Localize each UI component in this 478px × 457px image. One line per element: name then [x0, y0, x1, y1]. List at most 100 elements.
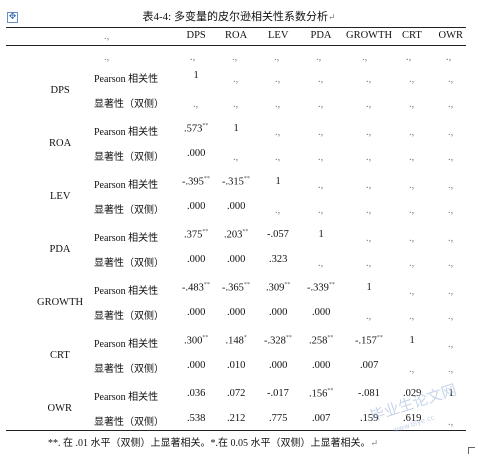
- significance-value: .000: [269, 360, 288, 371]
- empty-cell-mark: .,: [448, 233, 454, 244]
- significance-value: .775: [269, 413, 288, 424]
- header-corner-mark: .,: [104, 31, 110, 42]
- empty-cell-mark: .,: [446, 52, 452, 63]
- significance-stars: **: [203, 282, 210, 288]
- stat-label-sig: 显著性（双侧）: [94, 364, 164, 375]
- stat-label-pearson: Pearson 相关性: [94, 233, 159, 244]
- correlation-value: -.365**: [222, 282, 250, 294]
- correlation-value: .072: [227, 388, 246, 399]
- variable-name-pda: PDA: [49, 244, 71, 255]
- significance-value: .000: [269, 307, 288, 318]
- empty-cell-mark: .,: [318, 127, 324, 138]
- empty-cell-mark: .,: [448, 311, 454, 322]
- significance-stars: **: [203, 176, 210, 182]
- empty-cell-mark: .,: [232, 52, 238, 63]
- significance-stars: **: [202, 123, 209, 129]
- stat-label-sig: 显著性（双侧）: [94, 417, 164, 428]
- empty-cell-mark: .,: [406, 52, 412, 63]
- significance-value: .323: [269, 254, 288, 265]
- empty-cell-mark: .,: [448, 417, 454, 428]
- correlation-value: 1: [448, 388, 454, 399]
- empty-cell-mark: .,: [190, 52, 196, 63]
- significance-stars: **: [327, 335, 334, 341]
- significance-stars: **: [284, 282, 291, 288]
- significance-value: .000: [187, 148, 206, 159]
- empty-cell-mark: .,: [409, 152, 415, 163]
- empty-cell-mark: .,: [275, 99, 281, 110]
- correlation-value: -.328**: [264, 335, 292, 347]
- correlation-value: .258**: [309, 335, 334, 347]
- paragraph-mark-icon: ↵: [370, 438, 379, 448]
- empty-cell-mark: .,: [366, 99, 372, 110]
- significance-value: .007: [360, 360, 379, 371]
- empty-cell-mark: .,: [409, 311, 415, 322]
- empty-cell-mark: .,: [448, 339, 454, 350]
- variable-name-growth: GROWTH: [37, 297, 84, 308]
- correlation-value: -.483**: [182, 282, 210, 294]
- significance-value: .000: [227, 307, 246, 318]
- significance-stars: **: [328, 282, 335, 288]
- significance-stars: **: [285, 335, 292, 341]
- stat-label-sig: 显著性（双侧）: [94, 205, 164, 216]
- significance-value: .538: [187, 413, 206, 424]
- header-rule: [6, 45, 466, 46]
- correlation-value: 1: [193, 70, 199, 81]
- significance-stars: **: [202, 229, 209, 235]
- empty-cell-mark: .,: [448, 152, 454, 163]
- significance-value: .159: [360, 413, 379, 424]
- stat-label-pearson: Pearson 相关性: [94, 339, 159, 350]
- empty-cell-mark: .,: [366, 74, 372, 85]
- empty-cell-mark: .,: [318, 152, 324, 163]
- correlation-value: .029: [403, 388, 422, 399]
- empty-cell-mark: .,: [448, 74, 454, 85]
- empty-cell-mark: .,: [366, 152, 372, 163]
- stat-label-sig: 显著性（双侧）: [94, 152, 164, 163]
- significance-value: .000: [227, 201, 246, 212]
- variable-name-dps: DPS: [50, 85, 70, 96]
- significance-value: .000: [187, 360, 206, 371]
- empty-cell-mark: .,: [448, 180, 454, 191]
- variable-name-crt: CRT: [50, 350, 70, 361]
- empty-cell-mark: .,: [275, 152, 281, 163]
- correlation-value: .309**: [266, 282, 291, 294]
- empty-cell-mark: .,: [409, 258, 415, 269]
- correlation-value: .375**: [184, 229, 209, 241]
- empty-cell-mark: .,: [409, 127, 415, 138]
- correlation-value: .156**: [309, 388, 334, 400]
- paragraph-mark-icon: ↵: [327, 12, 336, 22]
- significance-value: .010: [227, 360, 246, 371]
- empty-cell-mark: .,: [448, 364, 454, 375]
- empty-cell-mark: .,: [409, 180, 415, 191]
- correlation-value: .148*: [225, 335, 247, 347]
- significance-value: .000: [187, 254, 206, 265]
- footnote-text: **. 在 .01 水平（双侧）上显著相关。*.在 0.05 水平（双侧）上显著…: [48, 438, 371, 449]
- table-move-handle-icon[interactable]: ✥: [7, 12, 18, 23]
- correlation-value: .300**: [184, 335, 209, 347]
- significance-stars: **: [376, 335, 383, 341]
- empty-cell-mark: .,: [409, 233, 415, 244]
- correlation-value: 1: [233, 123, 239, 134]
- column-header-dps: DPS: [186, 30, 206, 41]
- empty-cell-mark: .,: [366, 127, 372, 138]
- empty-cell-mark: .,: [274, 52, 280, 63]
- page-corner-mark: [468, 447, 475, 454]
- variable-name-owr: OWR: [47, 403, 73, 414]
- stat-label-pearson: Pearson 相关性: [94, 127, 159, 138]
- empty-cell-mark: .,: [448, 258, 454, 269]
- empty-cell-mark: .,: [448, 205, 454, 216]
- empty-cell-mark: .,: [275, 74, 281, 85]
- stat-label-pearson: Pearson 相关性: [94, 74, 159, 85]
- empty-cell-mark: .,: [409, 286, 415, 297]
- significance-stars: **: [327, 388, 334, 394]
- empty-cell-mark: .,: [233, 152, 239, 163]
- empty-cell-mark: .,: [104, 52, 110, 63]
- empty-cell-mark: .,: [409, 205, 415, 216]
- column-header-lev: LEV: [268, 30, 289, 41]
- empty-cell-mark: .,: [362, 52, 368, 63]
- empty-cell-mark: .,: [275, 127, 281, 138]
- empty-cell-mark: .,: [448, 99, 454, 110]
- empty-cell-mark: .,: [448, 286, 454, 297]
- correlation-value: 1: [409, 335, 415, 346]
- empty-cell-mark: .,: [366, 180, 372, 191]
- correlation-value: -.395**: [182, 176, 210, 188]
